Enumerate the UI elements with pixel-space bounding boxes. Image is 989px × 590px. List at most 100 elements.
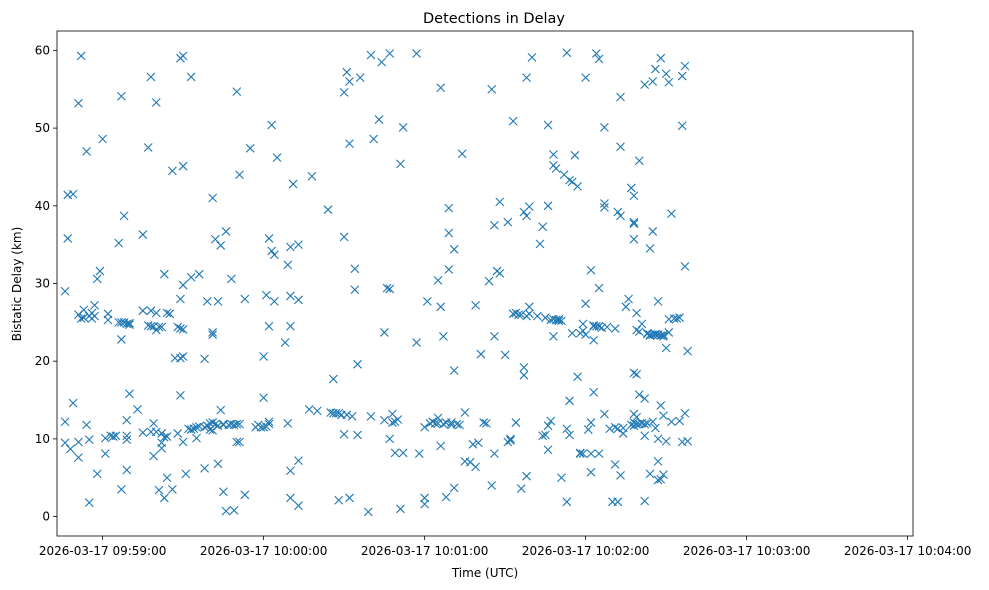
data-point xyxy=(154,322,164,332)
data-point xyxy=(543,120,553,130)
data-point xyxy=(546,416,556,426)
data-point xyxy=(286,242,295,252)
data-point xyxy=(433,276,443,285)
data-point xyxy=(345,139,354,149)
data-point xyxy=(573,181,582,191)
data-point xyxy=(63,234,73,243)
data-point xyxy=(173,429,183,438)
data-point xyxy=(363,507,373,517)
data-point xyxy=(286,493,295,503)
data-point xyxy=(385,284,395,294)
data-point xyxy=(659,470,668,480)
data-point xyxy=(259,393,269,403)
data-point xyxy=(138,306,148,316)
data-point xyxy=(181,469,191,479)
data-point xyxy=(640,394,650,403)
data-point xyxy=(235,419,244,429)
data-point xyxy=(176,353,185,363)
data-point xyxy=(68,398,78,408)
data-point xyxy=(151,308,161,318)
x-tick-label: 2026-03-17 09:59:00 xyxy=(39,544,166,558)
data-point xyxy=(339,429,349,439)
data-point xyxy=(307,171,317,181)
data-point xyxy=(554,316,564,326)
y-tick-label: 10 xyxy=(35,432,50,446)
data-point xyxy=(616,92,625,102)
data-point xyxy=(420,493,430,503)
data-point xyxy=(232,87,242,96)
data-point xyxy=(471,462,480,472)
data-point xyxy=(683,436,692,446)
data-point xyxy=(76,314,86,323)
data-point xyxy=(208,418,218,427)
data-point xyxy=(355,73,365,83)
data-point xyxy=(616,211,625,221)
data-point xyxy=(640,419,650,429)
data-point xyxy=(543,421,553,431)
data-point xyxy=(165,309,175,319)
data-point xyxy=(138,428,148,438)
data-point xyxy=(200,422,209,432)
data-point xyxy=(591,49,601,58)
data-point xyxy=(117,317,126,327)
data-point xyxy=(490,220,499,230)
data-point xyxy=(345,77,354,86)
data-point xyxy=(648,77,658,86)
data-point xyxy=(436,441,446,451)
data-point xyxy=(82,147,91,156)
data-point xyxy=(605,424,615,434)
data-point xyxy=(122,435,132,445)
data-point xyxy=(103,309,113,319)
data-point xyxy=(640,496,650,506)
data-point xyxy=(543,201,553,211)
data-point xyxy=(200,464,209,473)
data-point xyxy=(565,396,574,406)
data-point xyxy=(208,328,218,337)
data-point xyxy=(600,409,609,419)
data-point xyxy=(473,438,483,448)
data-point xyxy=(551,164,561,173)
data-point xyxy=(122,431,132,441)
data-point xyxy=(653,457,663,466)
data-point xyxy=(664,77,674,87)
data-point xyxy=(594,54,604,64)
data-point xyxy=(581,330,591,340)
data-point xyxy=(430,418,440,428)
data-point xyxy=(146,306,156,316)
data-point xyxy=(675,416,684,426)
data-point xyxy=(267,246,277,256)
y-axis-label: Bistatic Delay (km) xyxy=(10,227,24,342)
data-point xyxy=(519,363,529,372)
data-point xyxy=(312,406,322,416)
data-point xyxy=(74,98,83,108)
data-point xyxy=(186,72,196,82)
data-point xyxy=(481,418,491,428)
data-point xyxy=(90,300,99,310)
data-point xyxy=(92,274,102,284)
data-point xyxy=(562,48,572,58)
data-point xyxy=(634,327,644,337)
data-point xyxy=(629,191,639,201)
data-point xyxy=(495,269,505,278)
data-point xyxy=(66,444,75,454)
data-point xyxy=(412,49,421,58)
data-point xyxy=(331,408,341,418)
data-point xyxy=(680,408,690,418)
data-point xyxy=(490,331,499,341)
data-point xyxy=(487,481,497,490)
data-point xyxy=(659,331,668,341)
data-point xyxy=(146,72,156,82)
data-point xyxy=(347,411,357,421)
data-point xyxy=(167,166,177,176)
data-point xyxy=(350,285,360,295)
data-point xyxy=(570,150,580,160)
data-point xyxy=(524,302,534,312)
data-point xyxy=(680,262,690,271)
data-point xyxy=(661,69,671,79)
data-point xyxy=(586,418,596,427)
data-point xyxy=(460,408,470,417)
data-point xyxy=(562,497,572,507)
x-tick-label: 2026-03-17 10:01:00 xyxy=(361,544,488,558)
data-point xyxy=(379,415,389,425)
data-point xyxy=(476,349,486,359)
